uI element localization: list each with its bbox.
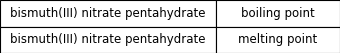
Bar bbox=[216, 0, 340, 26]
Bar bbox=[216, 26, 340, 53]
Bar bbox=[0, 0, 216, 26]
Text: melting point: melting point bbox=[238, 33, 318, 46]
Text: boiling point: boiling point bbox=[241, 7, 315, 20]
Text: bismuth(III) nitrate pentahydrate: bismuth(III) nitrate pentahydrate bbox=[10, 7, 206, 20]
Text: bismuth(III) nitrate pentahydrate: bismuth(III) nitrate pentahydrate bbox=[10, 33, 206, 46]
Bar bbox=[0, 26, 216, 53]
